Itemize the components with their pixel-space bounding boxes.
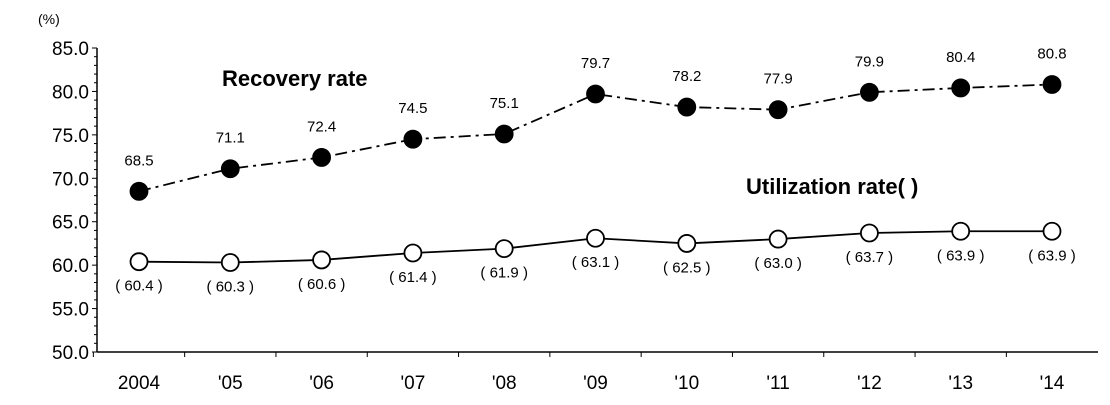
series-1-data-label: ( 61.9 ) [480, 265, 528, 282]
series-1-point [312, 250, 332, 270]
series-0-data-label: 72.4 [307, 118, 336, 135]
series-0-point [129, 181, 149, 201]
series-0-point [677, 97, 697, 117]
series-0-data-label: 78.2 [672, 68, 701, 85]
series-1-data-label: ( 62.5 ) [663, 259, 711, 276]
series-0-data-label: 68.5 [124, 152, 153, 169]
x-tick-label: '08 [492, 373, 517, 394]
series-1-point [494, 239, 514, 259]
series-0-data-label: 80.8 [1037, 45, 1066, 62]
series-1-point [220, 253, 240, 272]
y-axis-unit-label: (%) [38, 11, 60, 27]
series-1-data-label: ( 63.7 ) [846, 249, 894, 266]
series-0-data-label: 77.9 [763, 71, 792, 88]
x-tick-label: '06 [309, 373, 334, 394]
y-tick-label: 50.0 [52, 343, 89, 364]
y-tick-label: 65.0 [52, 213, 89, 234]
series-0-point [860, 82, 879, 102]
series-0-point [1042, 75, 1062, 94]
x-tick-label: '12 [857, 373, 882, 394]
y-tick-label: 85.0 [52, 39, 89, 60]
series-1-data-label: ( 63.9 ) [1028, 247, 1076, 264]
series-1-point [586, 228, 605, 248]
data-labels: 68.5 71.1 72.4 74.5 75.1 79.7 78.2 77.9 79.9 80.4… [115, 45, 1076, 295]
x-tick-label: '09 [583, 373, 608, 394]
series-0-point [403, 129, 423, 149]
series-1-data-label: ( 63.1 ) [572, 254, 620, 271]
y-tick-label: 55.0 [52, 300, 89, 321]
axes: 85.0 80.0 75.0 70.0 65.0 60.0 55.0 50.0 2004 '05 '… [52, 39, 1098, 394]
series-1-point [677, 234, 697, 253]
series-0-data-label: 79.7 [581, 55, 610, 72]
series-0-data-label: 74.5 [398, 100, 427, 117]
x-tick-label: '11 [766, 373, 789, 394]
series-0-data-label: 71.1 [216, 130, 245, 147]
series-0-data-label: 79.9 [855, 53, 884, 70]
series-1-point [129, 252, 149, 272]
y-tick-label: 60.0 [52, 256, 89, 277]
y-tick-label: 80.0 [52, 82, 89, 103]
series-0-point [494, 124, 514, 144]
series-1-data-label: ( 60.4 ) [115, 278, 163, 295]
series-markers [129, 75, 1062, 272]
series-1-point [860, 223, 879, 243]
series-line-0 [138, 83, 1053, 193]
y-tick-label: 75.0 [52, 126, 89, 147]
x-tick-label: '13 [948, 373, 973, 394]
series-0-point [768, 100, 788, 120]
x-tick-label: '14 [1040, 373, 1065, 394]
series-1-data-label: ( 63.9 ) [937, 247, 985, 264]
series-0-point [220, 159, 240, 179]
series-0-point [586, 84, 605, 104]
y-tick-label: 70.0 [52, 169, 89, 190]
series-0-data-label: 75.1 [490, 95, 519, 112]
series-0-point [951, 78, 971, 98]
x-tick-label: 2004 [118, 373, 161, 394]
series-1-point [403, 243, 423, 263]
series-1-data-label: ( 60.6 ) [298, 276, 346, 293]
x-tick-label: '07 [401, 373, 426, 394]
series-1-point [768, 229, 788, 249]
series-label-utilization-rate: Utilization rate( ) [746, 174, 918, 199]
series-label-recovery-rate: Recovery rate [222, 66, 368, 91]
series-1-point [951, 221, 971, 241]
series-1-data-label: ( 63.0 ) [754, 255, 802, 272]
x-tick-label: '05 [218, 373, 243, 394]
series-1-point [1042, 221, 1062, 241]
series-1-data-label: ( 61.4 ) [389, 269, 437, 286]
series-1-data-label: ( 60.3 ) [207, 279, 255, 296]
series-0-data-label: 80.4 [946, 49, 975, 66]
x-tick-label: '10 [674, 373, 699, 394]
series-0-point [312, 148, 332, 167]
